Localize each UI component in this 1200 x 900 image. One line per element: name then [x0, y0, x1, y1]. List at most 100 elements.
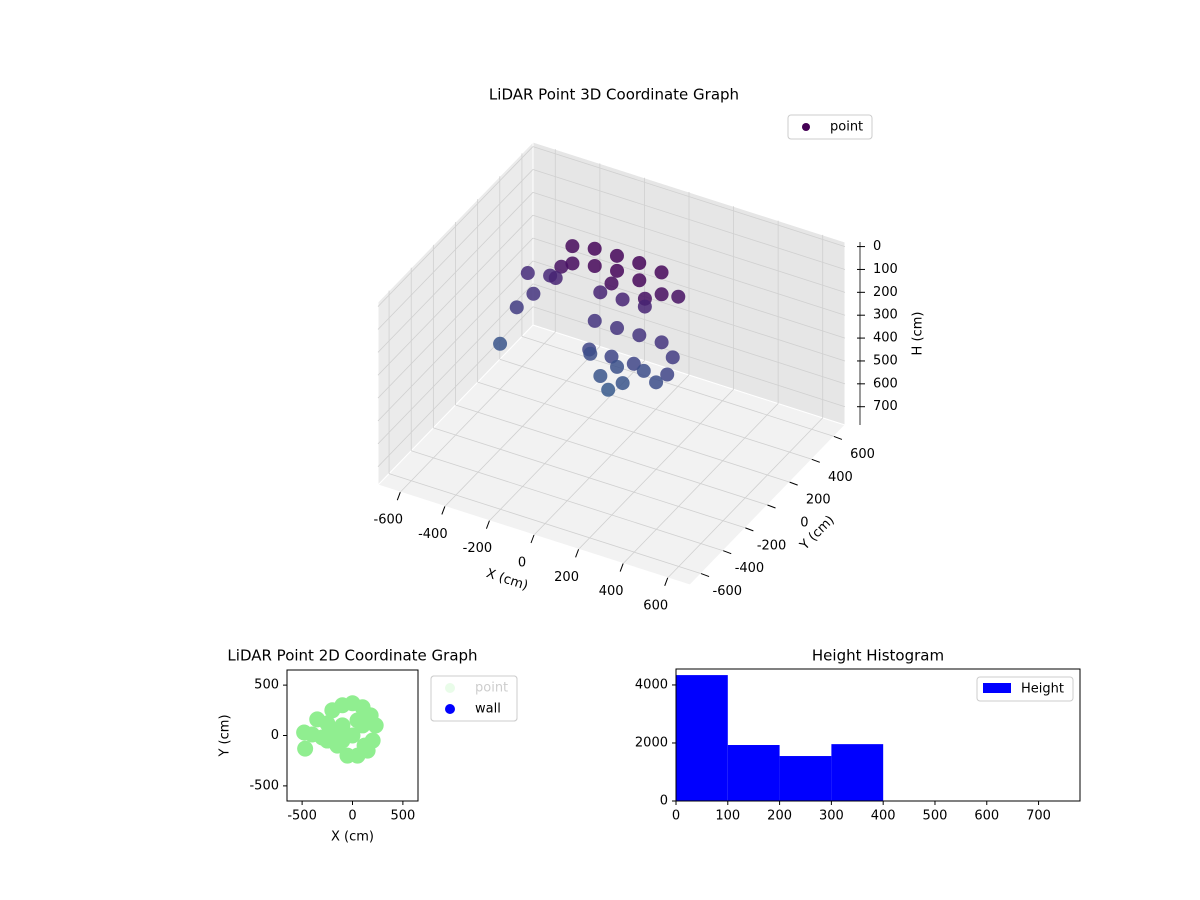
tick-mark [789, 481, 798, 486]
legend-marker [445, 704, 455, 714]
point [587, 313, 602, 328]
x-tick-label: 600 [643, 598, 668, 613]
tick-mark [811, 458, 820, 463]
y-tick-label: 500 [254, 678, 279, 693]
grid-line [532, 283, 846, 385]
x-tick-label: -600 [374, 513, 404, 528]
grid-line [377, 237, 534, 399]
tick-mark [833, 435, 843, 440]
z-tick-label: 0 [873, 239, 881, 254]
grid-line [377, 214, 534, 376]
x-tick-label: 0 [518, 556, 526, 571]
chart-title: LiDAR Point 3D Coordinate Graph [489, 86, 739, 104]
point [565, 239, 580, 254]
point [554, 259, 569, 274]
x-axis-label: X (cm) [331, 830, 374, 845]
tick-mark [700, 573, 710, 578]
y-tick-label: 0 [660, 794, 668, 809]
grid-line [433, 427, 746, 529]
z-tick-label: 400 [873, 331, 898, 346]
grid-line [411, 450, 724, 552]
z-tick-label: 500 [873, 353, 898, 368]
point [339, 747, 356, 764]
y-tick-label: 400 [828, 470, 853, 485]
point [615, 376, 630, 391]
axes-frame [675, 668, 1081, 802]
z-tick-label: 300 [873, 308, 898, 323]
x-tick-label: 500 [390, 809, 415, 824]
z-axis-label: H (cm) [911, 312, 926, 356]
point [583, 346, 598, 361]
tick-mark [441, 506, 446, 515]
point [671, 289, 686, 304]
x-tick-label: 700 [1026, 809, 1051, 824]
x-tick-label: -400 [418, 527, 448, 542]
y-tick-label: 4000 [635, 677, 668, 692]
legend-label: Height [1021, 682, 1064, 697]
x-tick-label: 400 [871, 809, 896, 824]
grid-line [499, 358, 812, 460]
point [587, 241, 602, 256]
legend-box [787, 114, 873, 140]
x-tick-label: 600 [974, 809, 999, 824]
bar [831, 744, 884, 801]
point [319, 732, 336, 749]
y-tick-label: 0 [800, 516, 808, 531]
grid-line [377, 306, 534, 467]
grid-line [377, 146, 534, 307]
legend-label: wall [475, 702, 501, 717]
point [493, 336, 508, 351]
point [604, 349, 619, 364]
grid-line [477, 381, 790, 483]
point [615, 292, 630, 307]
x-tick-label: -500 [287, 809, 317, 824]
point [610, 321, 625, 336]
point [665, 350, 680, 365]
legend-marker [802, 123, 810, 131]
grid-line [377, 283, 534, 445]
z-tick-label: 700 [873, 399, 898, 414]
y-tick-label: 600 [850, 447, 875, 462]
grid-line [532, 214, 846, 316]
grid-line [377, 192, 534, 353]
point [587, 259, 602, 274]
y-tick-label: 200 [806, 493, 831, 508]
point [349, 712, 366, 729]
grid-line [532, 191, 846, 293]
y-tick-label: -600 [713, 584, 743, 599]
x-tick-label: 0 [348, 809, 356, 824]
point [660, 367, 675, 382]
tick-mark [723, 550, 732, 555]
z-tick-label: 200 [873, 285, 898, 300]
grid-line [377, 169, 534, 330]
point [632, 273, 647, 288]
x-tick-label: 400 [599, 584, 624, 599]
tick-mark [664, 577, 669, 587]
point [601, 382, 616, 397]
x-tick-label: 0 [672, 809, 680, 824]
grid-line [532, 306, 846, 408]
point [548, 271, 563, 286]
point [297, 740, 314, 757]
grid-line [377, 260, 534, 422]
y-tick-label: 0 [271, 728, 279, 743]
point [626, 356, 641, 371]
grid-line [532, 146, 846, 247]
point [356, 737, 373, 754]
y-tick-label: -400 [735, 561, 765, 576]
point [654, 287, 669, 302]
point [610, 359, 625, 374]
point [593, 368, 608, 383]
tick-mark [485, 520, 490, 529]
grid-line [532, 169, 846, 270]
grid-line [388, 473, 702, 574]
bar [779, 756, 832, 801]
y-axis-label: Y (cm) [218, 714, 233, 757]
z-tick-label: 600 [873, 376, 898, 391]
point [636, 363, 651, 378]
point [649, 375, 664, 390]
tick-mark [530, 534, 535, 544]
point [609, 248, 624, 263]
